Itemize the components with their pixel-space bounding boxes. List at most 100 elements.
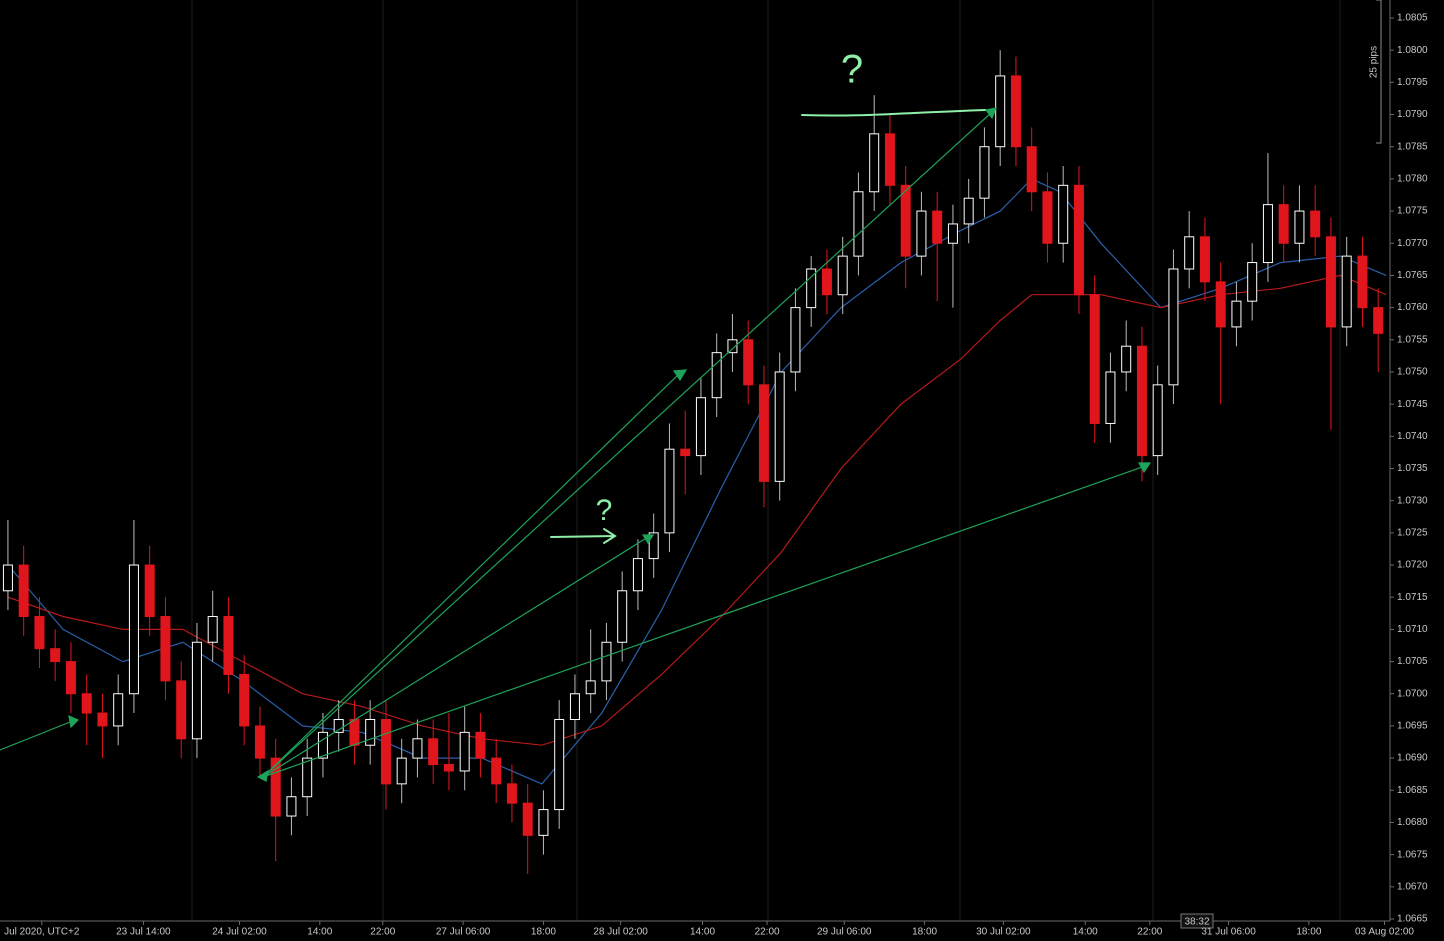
- hand-annotation: ?: [596, 494, 613, 527]
- candle-body: [1121, 345, 1132, 373]
- candle-body: [1215, 281, 1226, 328]
- arrow-heads: [68, 107, 1152, 782]
- scale-bracket: [1376, 0, 1382, 144]
- candle-body: [18, 564, 29, 618]
- y-tick-label: 1.0695: [1397, 721, 1428, 732]
- candle-body: [412, 738, 423, 759]
- candle-body: [428, 738, 439, 766]
- plot-area: [2, 50, 1387, 874]
- candle-body: [506, 783, 517, 804]
- candle-body: [65, 661, 76, 695]
- candle-body: [207, 616, 218, 643]
- hand-line: [801, 109, 986, 117]
- y-tick-label: 1.0705: [1397, 656, 1428, 667]
- candle-body: [1357, 255, 1368, 309]
- candle-body: [711, 352, 722, 399]
- candle-body: [727, 339, 738, 354]
- y-tick-label: 1.0805: [1397, 13, 1428, 24]
- candle-body: [695, 397, 706, 457]
- candle-body: [963, 197, 974, 225]
- drawings: [0, 107, 1152, 782]
- candle-body: [1278, 204, 1289, 244]
- y-tick-label: 1.0780: [1397, 174, 1428, 185]
- x-tick-label: 22:00: [1137, 927, 1162, 938]
- candle-body: [1073, 184, 1084, 296]
- y-tick-label: 1.0685: [1397, 785, 1428, 796]
- y-tick-label: 1.0725: [1397, 527, 1428, 538]
- candle-body: [333, 718, 344, 733]
- y-tick-label: 1.0670: [1397, 881, 1428, 892]
- y-tick-label: 1.0730: [1397, 495, 1428, 506]
- x-tick-label: 14:00: [1073, 927, 1098, 938]
- trend-line: [262, 536, 649, 778]
- y-tick-label: 1.0700: [1397, 688, 1428, 699]
- candle-body: [286, 796, 297, 817]
- candle-body: [81, 693, 92, 714]
- x-tick-label: 31 Jul 06:00: [1201, 927, 1256, 938]
- x-tick-label: 27 Jul 06:00: [436, 927, 491, 938]
- candle-body: [396, 757, 407, 785]
- candle-body: [869, 133, 880, 193]
- y-tick-label: 1.0665: [1397, 914, 1428, 925]
- candle-body: [113, 693, 124, 727]
- candle-body: [365, 718, 376, 746]
- candle-body: [302, 757, 313, 798]
- trend-line: [262, 372, 681, 778]
- candle-body: [900, 184, 911, 257]
- x-tick-label: 23 Jul 14:00: [116, 927, 171, 938]
- candle-body: [774, 371, 785, 482]
- candle-body: [443, 764, 454, 772]
- candle-body: [790, 307, 801, 373]
- candle-body: [995, 75, 1006, 148]
- candle-body: [191, 641, 202, 740]
- candle-body: [176, 680, 187, 740]
- candle-body: [317, 731, 328, 759]
- candle-body: [821, 268, 832, 296]
- candle-body: [1325, 236, 1336, 328]
- timer: 38:32: [1184, 917, 1209, 928]
- candle-body: [1294, 210, 1305, 244]
- x-tick-label: 03 Aug 02:00: [1355, 927, 1414, 938]
- candle-body: [884, 133, 895, 186]
- scale-label: 25 pips: [1369, 46, 1380, 78]
- candle-body: [932, 210, 943, 244]
- candle-body: [1058, 184, 1069, 244]
- candle-body: [585, 680, 596, 695]
- y-tick-label: 1.0675: [1397, 849, 1428, 860]
- candle-body: [1262, 204, 1273, 264]
- x-tick-label: 18:00: [912, 927, 937, 938]
- candle-body: [1089, 294, 1100, 424]
- candle-body: [538, 809, 549, 836]
- candle-body: [758, 384, 769, 482]
- candle-body: [806, 268, 817, 309]
- hand-arrow: [550, 528, 617, 544]
- candle-body: [569, 693, 580, 720]
- candle-body: [916, 210, 927, 257]
- y-tick-label: 1.0790: [1397, 109, 1428, 120]
- x-tick-label: 18:00: [531, 927, 556, 938]
- y-tick-label: 1.0745: [1397, 399, 1428, 410]
- candle-body: [128, 564, 139, 695]
- candle-body: [491, 757, 502, 785]
- candle-body: [270, 757, 281, 817]
- x-tick-label: 28 Jul 02:00: [593, 927, 648, 938]
- candle-body: [601, 641, 612, 682]
- trend-line: [262, 465, 1146, 778]
- x-tick-label: Jul 2020, UTC+2: [4, 927, 80, 938]
- y-tick-label: 1.0755: [1397, 334, 1428, 345]
- candle-body: [947, 223, 958, 244]
- x-tick-label: 14:00: [307, 927, 332, 938]
- candle-body: [1152, 384, 1163, 457]
- candle-body: [554, 718, 565, 811]
- candle-body: [522, 802, 533, 836]
- candle-body: [1341, 255, 1352, 328]
- y-tick-label: 1.0770: [1397, 238, 1428, 249]
- candle-body: [1231, 300, 1242, 328]
- candle-body: [1010, 75, 1021, 148]
- y-tick-label: 1.0765: [1397, 270, 1428, 281]
- y-tick-label: 1.0800: [1397, 45, 1428, 56]
- candle-body: [1373, 307, 1384, 334]
- y-tick-label: 1.0720: [1397, 560, 1428, 571]
- candle-body: [475, 731, 486, 759]
